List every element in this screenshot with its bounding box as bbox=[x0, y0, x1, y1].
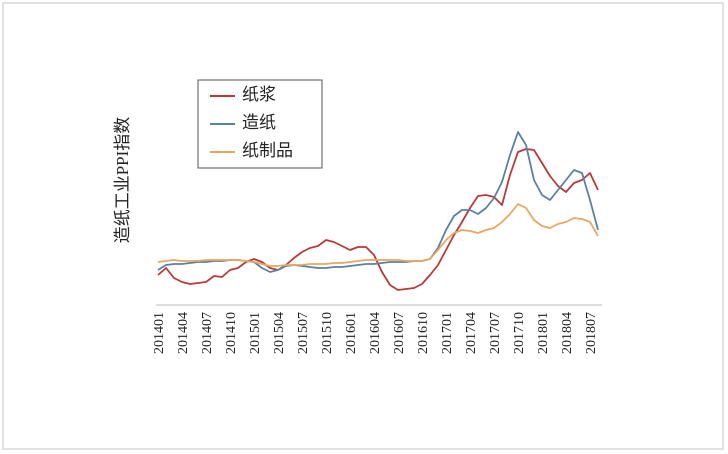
x-tick-label: 201507 bbox=[296, 312, 311, 354]
x-tick-label: 201410 bbox=[224, 312, 239, 354]
x-tick-label: 201601 bbox=[344, 312, 359, 354]
x-tick-label: 201407 bbox=[200, 312, 215, 354]
legend-label: 造纸 bbox=[242, 113, 276, 132]
x-tick-label: 201401 bbox=[152, 312, 167, 354]
x-tick-label: 201807 bbox=[584, 312, 599, 354]
legend-label: 纸制品 bbox=[242, 141, 293, 160]
legend-label: 纸浆 bbox=[242, 85, 276, 104]
x-tick-label: 201504 bbox=[272, 312, 287, 354]
x-tick-label: 201510 bbox=[320, 312, 335, 354]
x-tick-label: 201704 bbox=[464, 312, 479, 354]
x-tick-label: 201804 bbox=[560, 312, 575, 354]
series-line bbox=[157, 203, 599, 267]
x-tick-label: 201801 bbox=[536, 312, 551, 354]
x-tick-label: 201604 bbox=[368, 312, 383, 354]
y-axis-label: 造纸工业PPI指数 bbox=[113, 117, 132, 244]
x-tick-label: 201710 bbox=[512, 312, 527, 354]
frame bbox=[2, 2, 724, 450]
x-tick-label: 201610 bbox=[416, 312, 431, 354]
x-tick-label: 201707 bbox=[488, 312, 503, 354]
x-tick-label: 201404 bbox=[176, 312, 191, 354]
x-tick-label: 201501 bbox=[248, 312, 263, 354]
x-tick-label: 201701 bbox=[440, 312, 455, 354]
x-tick-label: 201607 bbox=[392, 312, 407, 354]
